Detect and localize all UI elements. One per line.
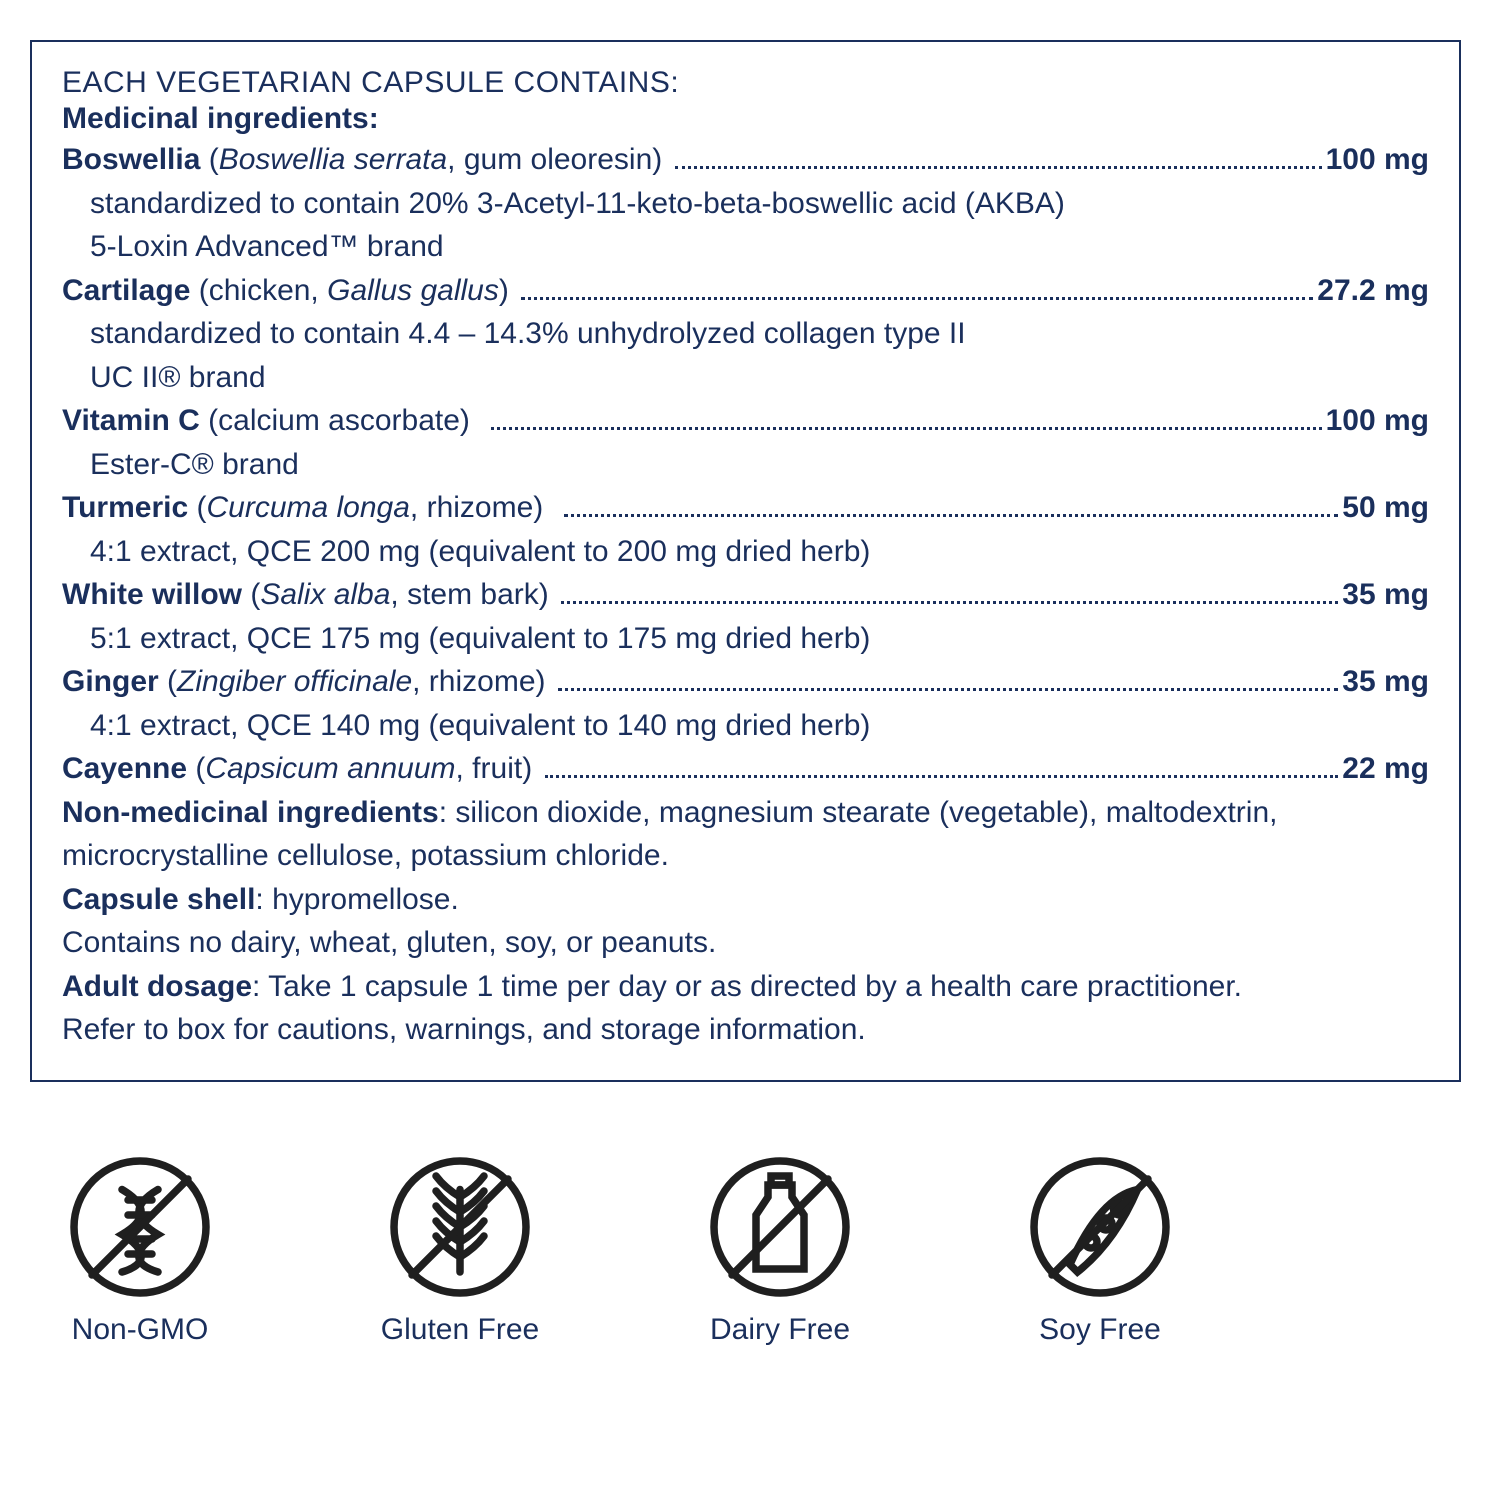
ingredient-name: Vitamin C — [62, 399, 200, 443]
ingredient-amount: 100 mg — [1326, 138, 1429, 182]
ingredient-name: Boswellia — [62, 138, 200, 182]
ingredient-name: White willow — [62, 573, 242, 617]
ingredient-latin: Gallus gallus — [327, 269, 499, 313]
ingredient-desc-suffix: , rhizome) — [410, 486, 560, 530]
ingredient-row: Ginger (Zingiber officinale, rhizome) 35… — [62, 660, 1429, 704]
ingredient-desc-prefix: ( — [200, 138, 218, 182]
badge-dna: Non-GMO — [40, 1152, 240, 1347]
ingredient-name: Turmeric — [62, 486, 188, 530]
ingredient-row: Turmeric (Curcuma longa, rhizome) 50 mg — [62, 486, 1429, 530]
ingredient-detail: standardized to contain 20% 3-Acetyl-11-… — [62, 182, 1429, 226]
ingredient-amount: 27.2 mg — [1317, 269, 1429, 313]
ingredient-desc-prefix: ( — [188, 486, 206, 530]
milk-icon — [705, 1152, 855, 1307]
wheat-icon — [385, 1152, 535, 1307]
dot-leader — [545, 775, 1339, 778]
ingredient-amount: 35 mg — [1342, 660, 1429, 704]
ingredient-desc-prefix: ( — [187, 747, 205, 791]
ingredient-row: White willow (Salix alba, stem bark) 35 … — [62, 573, 1429, 617]
ingredient-desc-suffix: , stem bark) — [390, 573, 557, 617]
ingredient-desc-suffix: , rhizome) — [412, 660, 554, 704]
footer-line: Adult dosage: Take 1 capsule 1 time per … — [62, 965, 1429, 1009]
dot-leader — [675, 166, 1322, 169]
badge-label: Non-GMO — [72, 1313, 209, 1347]
ingredient-detail: 5:1 extract, QCE 175 mg (equivalent to 1… — [62, 617, 1429, 661]
ingredient-row: Boswellia (Boswellia serrata, gum oleore… — [62, 138, 1429, 182]
ingredient-amount: 100 mg — [1326, 399, 1429, 443]
footer-line: Refer to box for cautions, warnings, and… — [62, 1008, 1429, 1052]
footer-text: Contains no dairy, wheat, gluten, soy, o… — [62, 926, 716, 959]
dot-leader — [558, 688, 1338, 691]
ingredient-detail: 4:1 extract, QCE 140 mg (equivalent to 1… — [62, 704, 1429, 748]
footer-line: Non-medicinal ingredients: silicon dioxi… — [62, 791, 1429, 878]
footer-text: Refer to box for cautions, warnings, and… — [62, 1013, 866, 1046]
ingredient-detail: 5-Loxin Advanced™ brand — [62, 225, 1429, 269]
ingredient-row: Cayenne (Capsicum annuum, fruit) 22 mg — [62, 747, 1429, 791]
ingredient-row: Vitamin C (calcium ascorbate) 100 mg — [62, 399, 1429, 443]
ingredient-desc-prefix: ( — [242, 573, 260, 617]
ingredient-detail: standardized to contain 4.4 – 14.3% unhy… — [62, 312, 1429, 356]
footer-text: : Take 1 capsule 1 time per day or as di… — [252, 970, 1242, 1003]
ingredient-amount: 22 mg — [1342, 747, 1429, 791]
badge-milk: Dairy Free — [680, 1152, 880, 1347]
footer-line: Capsule shell: hypromellose. — [62, 878, 1429, 922]
ingredient-list: Boswellia (Boswellia serrata, gum oleore… — [62, 138, 1429, 791]
ingredient-desc-prefix: ( — [159, 660, 177, 704]
badge-label: Soy Free — [1039, 1313, 1161, 1347]
badge-wheat: Gluten Free — [360, 1152, 560, 1347]
ingredient-desc-prefix: (calcium ascorbate) — [200, 399, 487, 443]
ingredient-amount: 50 mg — [1342, 486, 1429, 530]
badge-row: Non-GMO Gluten Free Dairy Free Soy Free — [30, 1152, 1461, 1347]
ingredient-name: Ginger — [62, 660, 159, 704]
ingredient-detail: UC II® brand — [62, 356, 1429, 400]
footer-section: Non-medicinal ingredients: silicon dioxi… — [62, 791, 1429, 1052]
ingredient-name: Cartilage — [62, 269, 190, 313]
ingredient-row: Cartilage (chicken, Gallus gallus) 27.2 … — [62, 269, 1429, 313]
badge-label: Gluten Free — [381, 1313, 539, 1347]
dot-leader — [561, 601, 1338, 604]
ingredient-latin: Capsicum annuum — [205, 747, 455, 791]
ingredient-detail: 4:1 extract, QCE 200 mg (equivalent to 2… — [62, 530, 1429, 574]
badge-label: Dairy Free — [710, 1313, 850, 1347]
ingredient-detail: Ester-C® brand — [62, 443, 1429, 487]
ingredient-latin: Boswellia serrata — [219, 138, 447, 182]
footer-bold: Non-medicinal ingredients — [62, 796, 439, 829]
badge-soy: Soy Free — [1000, 1152, 1200, 1347]
dna-icon — [65, 1152, 215, 1307]
ingredient-latin: Curcuma longa — [206, 486, 409, 530]
ingredient-latin: Salix alba — [260, 573, 390, 617]
ingredient-name: Cayenne — [62, 747, 187, 791]
ingredient-desc-suffix: , fruit) — [456, 747, 541, 791]
footer-bold: Capsule shell — [62, 883, 255, 916]
ingredient-desc-suffix: ) — [499, 269, 517, 313]
ingredient-latin: Zingiber officinale — [177, 660, 412, 704]
ingredient-desc-suffix: , gum oleoresin) — [447, 138, 670, 182]
ingredient-desc-prefix: (chicken, — [190, 269, 327, 313]
footer-line: Contains no dairy, wheat, gluten, soy, o… — [62, 921, 1429, 965]
dot-leader — [564, 514, 1338, 517]
supplement-facts-panel: EACH VEGETARIAN CAPSULE CONTAINS: Medici… — [30, 40, 1461, 1082]
medicinal-label: Medicinal ingredients: — [62, 102, 1429, 136]
dot-leader — [491, 427, 1322, 430]
footer-text: : hypromellose. — [255, 883, 458, 916]
soy-icon — [1025, 1152, 1175, 1307]
dot-leader — [521, 297, 1313, 300]
panel-header: EACH VEGETARIAN CAPSULE CONTAINS: — [62, 66, 1429, 100]
ingredient-amount: 35 mg — [1342, 573, 1429, 617]
footer-bold: Adult dosage — [62, 970, 252, 1003]
